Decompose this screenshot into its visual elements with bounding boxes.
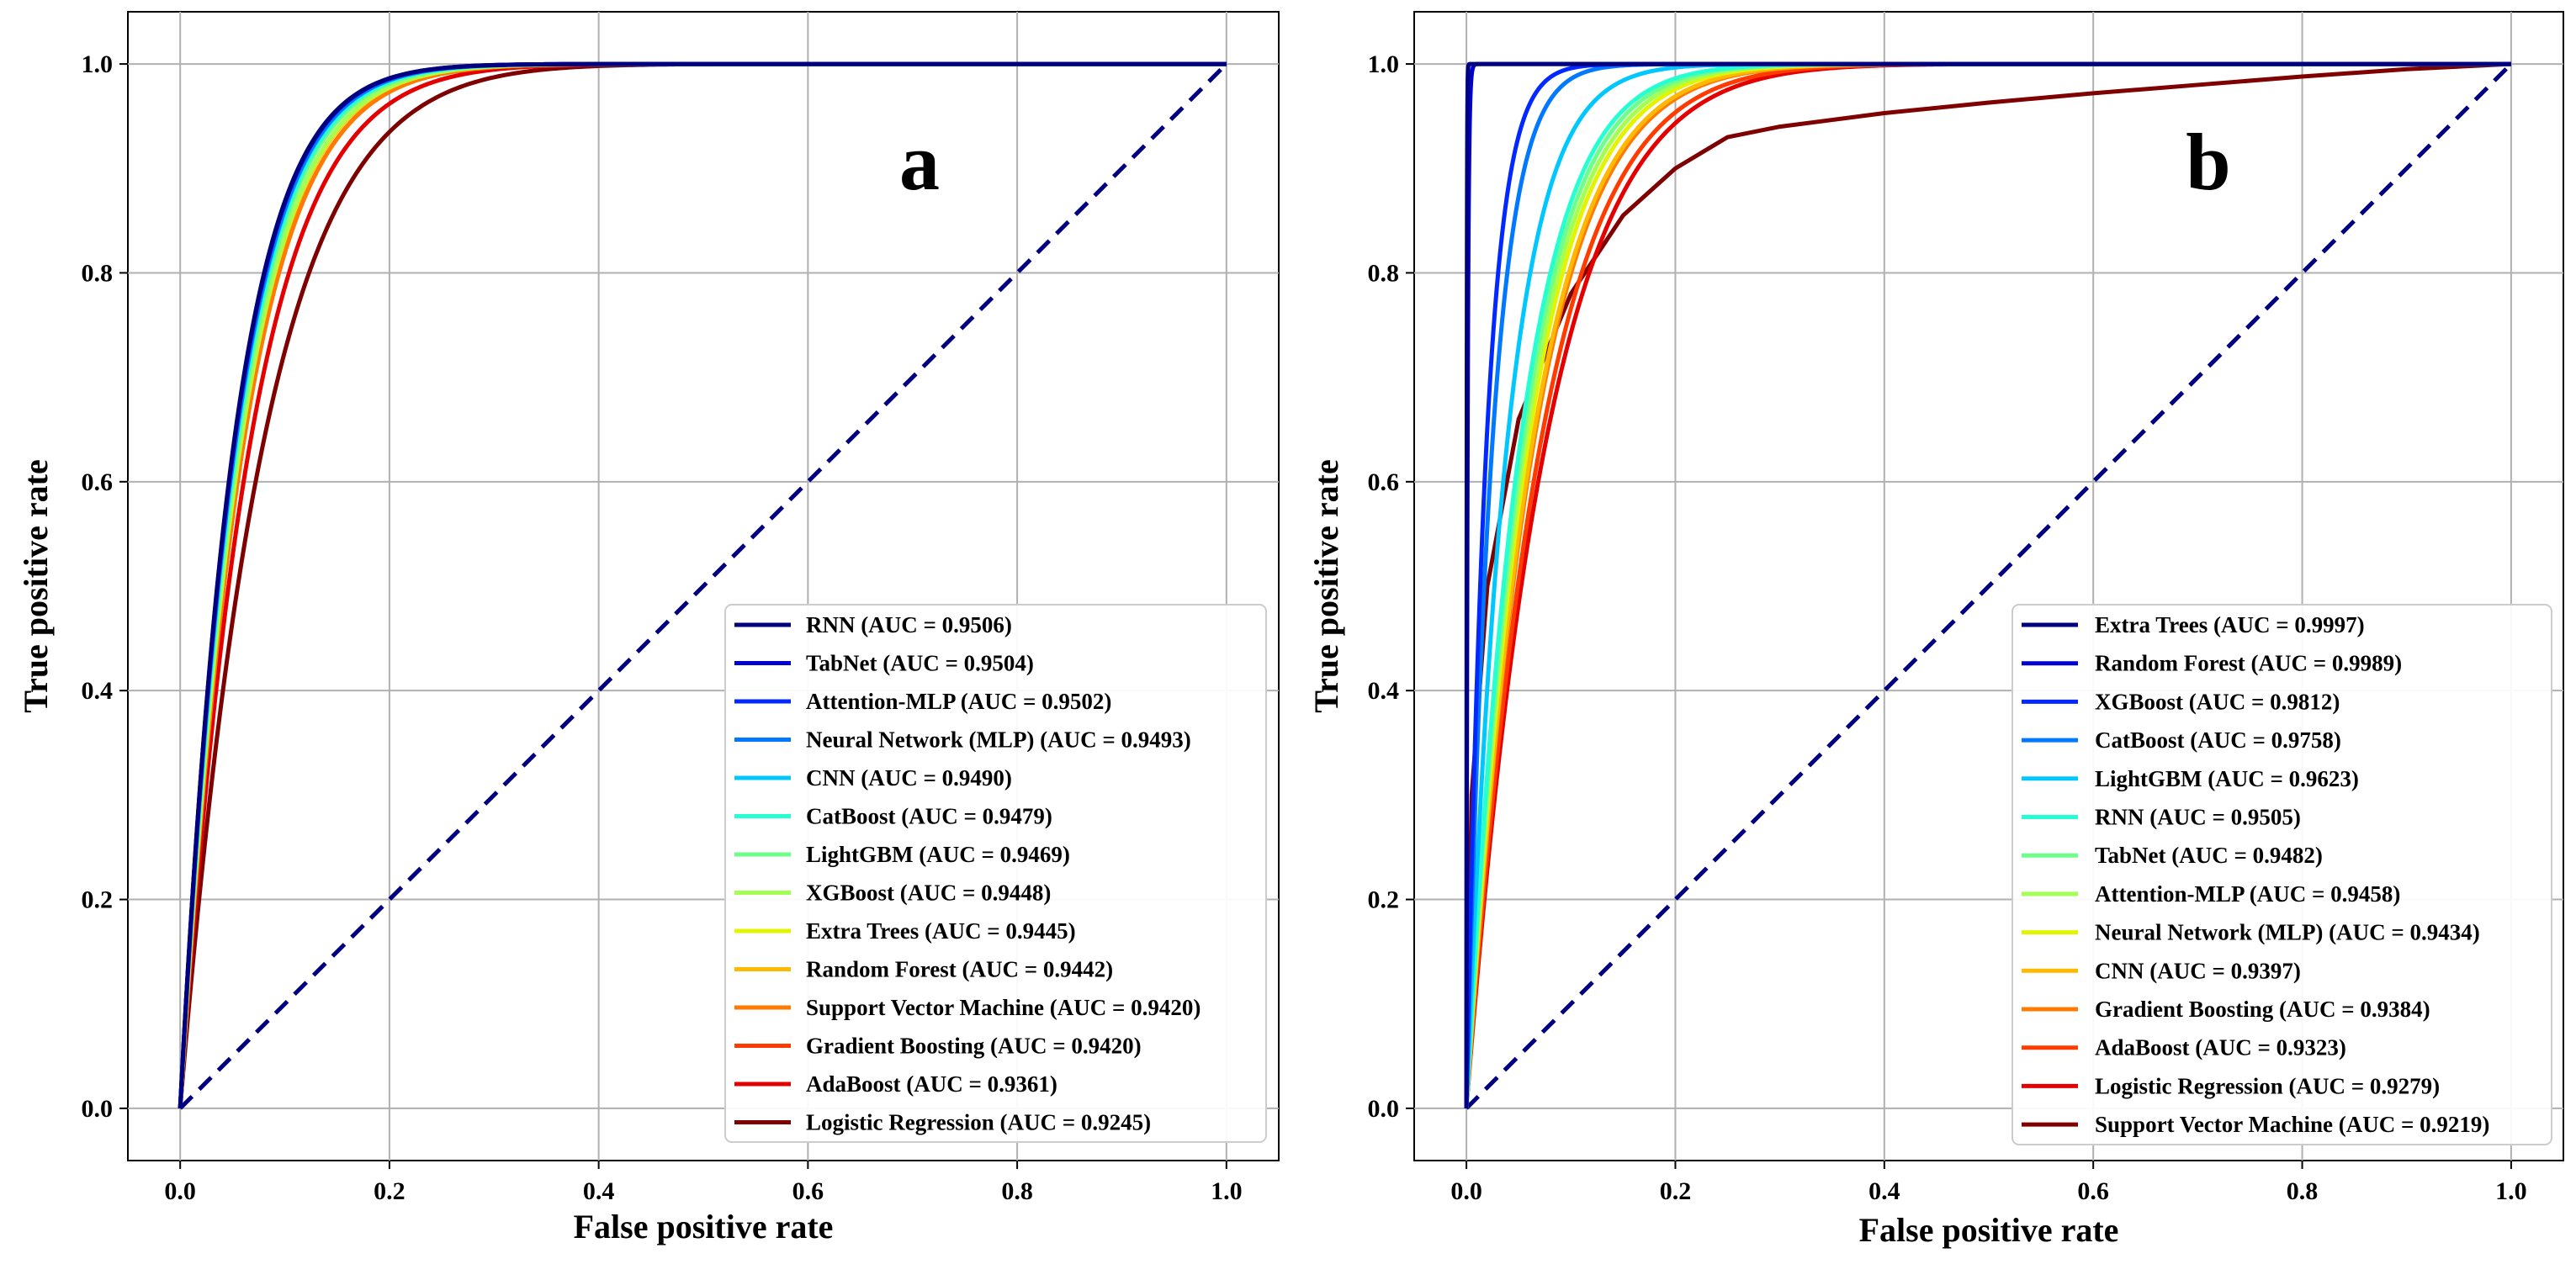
legend-entry: Neural Network (MLP) (AUC = 0.9493) xyxy=(806,727,1191,753)
panel-b: 0.0 0.2 0.4 0.6 0.8 1.0 0.0 0.2 0.4 0.6 0.8 1.0 b F… xyxy=(1307,11,2564,1249)
legend-entry: AdaBoost (AUC = 0.9361) xyxy=(806,1071,1057,1097)
legend-entry: Gradient Boosting (AUC = 0.9384) xyxy=(2095,997,2430,1022)
x-tick-label: 1.0 xyxy=(1211,1177,1243,1205)
x-tick-label: 0.4 xyxy=(583,1177,615,1205)
reference-diagonal xyxy=(1465,62,2513,1110)
x-axis-label: False positive rate xyxy=(574,1208,834,1245)
y-tick-label: 0.0 xyxy=(82,1095,114,1123)
legend-entry: XGBoost (AUC = 0.9448) xyxy=(806,881,1051,906)
panel-a: 0.0 0.2 0.4 0.6 0.8 1.0 0.0 0.2 0.4 0.6 0.8 1.0 a F… xyxy=(17,11,1280,1245)
legend-entry: AdaBoost (AUC = 0.9323) xyxy=(2095,1035,2346,1060)
x-tick-label: 0.2 xyxy=(374,1177,405,1205)
legend-entry: Support Vector Machine (AUC = 0.9420) xyxy=(806,995,1201,1020)
chance-line xyxy=(178,62,1228,1110)
roc-curve-extra-trees xyxy=(1464,61,2511,1108)
axis-ticks: 0.0 0.2 0.4 0.6 0.8 1.0 0.0 0.2 0.4 0.6 0.8 1.0 xyxy=(1368,50,2527,1205)
legend-entry: Extra Trees (AUC = 0.9997) xyxy=(2095,612,2365,637)
legend-entry: TabNet (AUC = 0.9482) xyxy=(2095,843,2323,868)
legend-entry: Neural Network (MLP) (AUC = 0.9434) xyxy=(2095,920,2480,945)
y-tick-label: 0.6 xyxy=(1368,468,1400,496)
y-tick-label: 0.0 xyxy=(1368,1095,1400,1123)
legend-entry: Attention-MLP (AUC = 0.9502) xyxy=(806,689,1111,714)
panel-letter: a xyxy=(899,117,940,207)
x-tick-label: 0.0 xyxy=(1450,1177,1482,1205)
legend-entry: Attention-MLP (AUC = 0.9458) xyxy=(2095,881,2400,907)
legend-entry: Support Vector Machine (AUC = 0.9219) xyxy=(2095,1112,2489,1137)
legend-entry: LightGBM (AUC = 0.9469) xyxy=(806,842,1070,867)
legend-entry: RNN (AUC = 0.9506) xyxy=(806,612,1012,637)
legend-box xyxy=(2012,604,2552,1145)
legend-entry: TabNet (AUC = 0.9504) xyxy=(806,651,1034,676)
legend-entry: Logistic Regression (AUC = 0.9279) xyxy=(2095,1073,2440,1098)
x-tick-label: 0.2 xyxy=(1660,1177,1692,1205)
roc-curve-rnn xyxy=(178,61,1227,1111)
legend-entry: Extra Trees (AUC = 0.9445) xyxy=(806,918,1076,944)
y-tick-label: 0.4 xyxy=(1368,677,1400,705)
legend-entry: CatBoost (AUC = 0.9758) xyxy=(2095,727,2341,753)
x-tick-label: 1.0 xyxy=(2495,1177,2527,1205)
legend-entry: XGBoost (AUC = 0.9812) xyxy=(2095,689,2340,714)
legend-entry: RNN (AUC = 0.9505) xyxy=(2095,805,2301,830)
x-tick-label: 0.0 xyxy=(164,1177,196,1205)
x-tick-label: 0.8 xyxy=(2287,1177,2319,1205)
y-tick-label: 0.8 xyxy=(82,259,114,287)
panel-letter: b xyxy=(2186,117,2230,207)
y-axis-label: True positive rate xyxy=(17,459,55,712)
axis-ticks: 0.0 0.2 0.4 0.6 0.8 1.0 0.0 0.2 0.4 0.6 0.8 1.0 xyxy=(82,50,1243,1205)
reference-diagonal xyxy=(178,62,1228,1110)
x-tick-label: 0.8 xyxy=(1001,1177,1033,1205)
chance-line xyxy=(1465,62,2513,1110)
legend-entry: Logistic Regression (AUC = 0.9245) xyxy=(806,1110,1151,1135)
legend-entry: Random Forest (AUC = 0.9442) xyxy=(806,957,1113,982)
legend-entry: CNN (AUC = 0.9397) xyxy=(2095,958,2301,983)
y-tick-label: 1.0 xyxy=(1368,50,1400,78)
x-tick-label: 0.6 xyxy=(792,1177,824,1205)
legend-entry: Gradient Boosting (AUC = 0.9420) xyxy=(806,1034,1142,1059)
x-axis-label: False positive rate xyxy=(1859,1211,2119,1249)
y-tick-label: 0.2 xyxy=(82,886,114,914)
x-tick-label: 0.6 xyxy=(2077,1177,2109,1205)
roc-curves xyxy=(1464,61,2512,1111)
legend-entry: CatBoost (AUC = 0.9479) xyxy=(806,804,1052,829)
x-tick-label: 0.4 xyxy=(1868,1177,1900,1205)
roc-curves xyxy=(178,61,1227,1111)
y-tick-label: 0.4 xyxy=(82,677,114,705)
legend-entry: CNN (AUC = 0.9490) xyxy=(806,765,1012,791)
y-tick-label: 0.6 xyxy=(82,468,114,496)
legend: RNN (AUC = 0.9506) TabNet (AUC = 0.9504) A… xyxy=(724,604,1267,1143)
y-tick-label: 0.8 xyxy=(1368,259,1400,287)
legend-entry: Random Forest (AUC = 0.9989) xyxy=(2095,651,2402,676)
legend: Extra Trees (AUC = 0.9997) Random Forest … xyxy=(2012,604,2552,1145)
legend-entry: LightGBM (AUC = 0.9623) xyxy=(2095,766,2359,791)
legend-box xyxy=(724,604,1267,1143)
y-tick-label: 1.0 xyxy=(82,50,114,78)
y-tick-label: 0.2 xyxy=(1368,886,1400,914)
y-axis-label: True positive rate xyxy=(1307,459,1345,712)
